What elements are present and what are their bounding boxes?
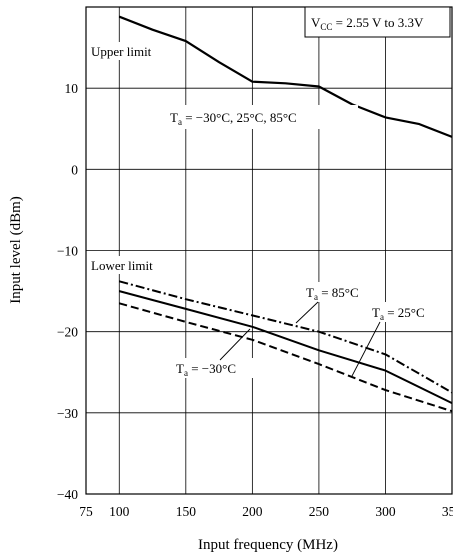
x-tick-label: 100	[109, 504, 130, 519]
t25-label: Ta = 25°C	[372, 305, 425, 322]
y-tick-label: −40	[57, 487, 78, 502]
t85-leader	[296, 302, 318, 323]
x-tick-label: 250	[309, 504, 330, 519]
tm30-leader	[220, 329, 250, 360]
y-axis-title: Input level (dBm)	[8, 196, 24, 303]
upper-limit-label: Upper limit	[91, 44, 152, 59]
x-tick-label: 75	[79, 504, 93, 519]
lower-limit-label: Lower limit	[91, 258, 153, 273]
series-group	[119, 17, 452, 412]
t85-label: Ta = 85°C	[306, 285, 359, 302]
series-line-1	[119, 281, 452, 392]
y-tick-label: −20	[57, 325, 78, 340]
y-tick-label: −10	[57, 244, 78, 259]
x-tick-label: 150	[176, 504, 197, 519]
grid	[86, 7, 452, 494]
y-tick-label: −30	[57, 406, 78, 421]
x-axis-title: Input frequency (MHz)	[198, 537, 338, 553]
upper-temps-label: Ta = −30°C, 25°C, 85°C	[170, 110, 297, 127]
ticks: 75100150200250300350100−10−20−30−40	[57, 81, 453, 519]
x-tick-label: 200	[242, 504, 263, 519]
y-tick-label: 10	[65, 81, 79, 96]
y-tick-label: 0	[71, 162, 78, 177]
x-tick-label: 300	[375, 504, 396, 519]
x-tick-label: 350	[442, 504, 453, 519]
